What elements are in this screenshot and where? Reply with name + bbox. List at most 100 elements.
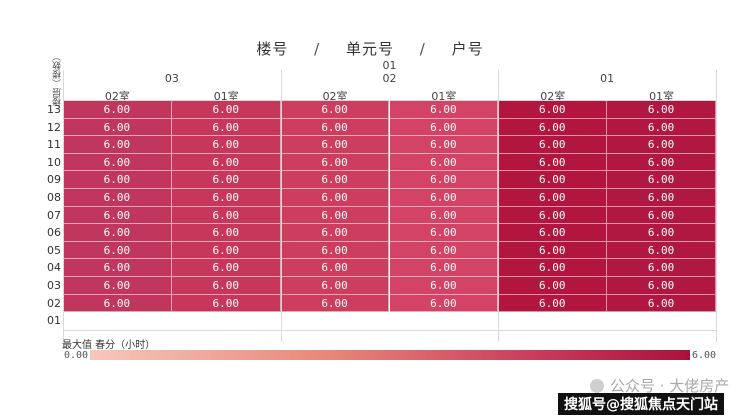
heatmap-cell: 6.00 — [389, 136, 499, 154]
floor-label: 13 — [47, 103, 61, 116]
heatmap-cell: 6.00 — [607, 206, 716, 225]
heatmap-cell: 6.00 — [171, 101, 281, 119]
heatmap-cell: 6.00 — [280, 206, 390, 225]
heatmap-cell: 6.00 — [63, 294, 172, 313]
heatmap-cell: 6.00 — [389, 101, 499, 119]
floor-label: 04 — [47, 261, 61, 275]
heatmap-cell: 6.00 — [280, 224, 390, 242]
heatmap-cell: 6.00 — [389, 118, 499, 137]
floor-label: 10 — [47, 155, 61, 169]
heatmap-cell: 6.00 — [171, 206, 281, 225]
wechat-icon — [590, 379, 604, 393]
floor-label: 08 — [47, 191, 61, 204]
floor-label: 01 — [47, 314, 61, 328]
heatmap-cell: 6.00 — [607, 118, 716, 137]
heatmap-cell: 6.00 — [607, 224, 716, 242]
room-header: 02室 — [104, 90, 130, 103]
title-separator: / — [419, 40, 426, 58]
floor-label: 11 — [47, 138, 61, 152]
floor-label: 09 — [47, 173, 61, 187]
heatmap-cell: 6.00 — [280, 171, 390, 189]
floor-label: 12 — [47, 120, 61, 134]
room-header: 01室 — [213, 90, 239, 103]
legend-title: 最大值 春分（小时） — [62, 340, 156, 351]
color-legend-bar — [90, 350, 690, 360]
heatmap-cell: 6.00 — [389, 259, 499, 277]
room-header: 01室 — [431, 90, 457, 103]
heatmap-cell: 6.00 — [389, 277, 499, 295]
unit-divider — [280, 70, 282, 342]
title-building: 楼号 — [256, 40, 289, 58]
unit-header: 02 — [382, 72, 397, 85]
heatmap-cell: 6.00 — [280, 118, 390, 137]
unit-header: 01 — [600, 72, 615, 85]
unit-divider — [716, 70, 717, 342]
unit-divider — [498, 70, 500, 342]
heatmap-cell: 6.00 — [498, 118, 608, 137]
chart-title: 楼号 / 单元号 / 户号 — [0, 38, 740, 59]
heatmap-cell: 6.00 — [171, 224, 281, 242]
heatmap-cell: 6.00 — [607, 171, 716, 189]
heatmap-cell: 6.00 — [171, 153, 281, 172]
heatmap-cell: 6.00 — [63, 189, 172, 207]
heatmap-cell: 6.00 — [498, 153, 608, 172]
legend-max-value: 6.00 — [692, 350, 717, 361]
heatmap-cell: 6.00 — [607, 136, 716, 154]
header-divider — [63, 100, 716, 101]
heatmap-cell: 6.00 — [63, 136, 172, 154]
floor-label: 05 — [47, 243, 61, 257]
heatmap-cell: 6.00 — [498, 171, 608, 189]
heatmap-cell: 6.00 — [607, 241, 716, 260]
floor-label: 07 — [47, 208, 61, 222]
heatmap-cell: 6.00 — [63, 101, 172, 119]
heatmap-cell: 6.00 — [63, 241, 172, 260]
building-header: 01 — [382, 59, 397, 72]
heatmap-cell: 6.00 — [171, 118, 281, 137]
unit-header: 03 — [164, 72, 179, 85]
heatmap-cell: 6.00 — [171, 241, 281, 260]
heatmap-cell: 6.00 — [498, 101, 608, 119]
title-unit: 单元号 — [345, 40, 394, 58]
heatmap-cell: 6.00 — [63, 153, 172, 172]
heatmap-cell: 6.00 — [389, 224, 499, 242]
row-divider — [63, 329, 716, 331]
heatmap-cell: 6.00 — [63, 277, 172, 295]
heatmap-cell: 6.00 — [171, 171, 281, 189]
heatmap-cell: 6.00 — [280, 101, 390, 119]
heatmap-cell: 6.00 — [607, 294, 716, 313]
floor-label: 06 — [47, 226, 61, 240]
title-separator: / — [314, 40, 321, 58]
heatmap-cell: 6.00 — [63, 206, 172, 225]
heatmap-cell: 6.00 — [280, 259, 390, 277]
unit-divider — [63, 70, 64, 342]
heatmap-cell: 6.00 — [498, 259, 608, 277]
room-header: 02室 — [322, 90, 348, 103]
heatmap-cell: 6.00 — [280, 241, 390, 260]
heatmap-cell: 6.00 — [63, 224, 172, 242]
heatmap-cell: 6.00 — [498, 294, 608, 313]
heatmap-cell: 6.00 — [498, 224, 608, 242]
floor-label: 02 — [47, 296, 61, 310]
heatmap-cell: 6.00 — [498, 241, 608, 260]
heatmap-cell: 6.00 — [607, 189, 716, 207]
heatmap-cell: 6.00 — [389, 171, 499, 189]
heatmap-cell: 6.00 — [280, 294, 390, 313]
heatmap-cell: 6.00 — [171, 294, 281, 313]
heatmap-cell: 6.00 — [607, 101, 716, 119]
title-room: 户号 — [451, 40, 484, 58]
heatmap-cell: 6.00 — [63, 259, 172, 277]
heatmap-cell: 6.00 — [389, 189, 499, 207]
heatmap-cell: 6.00 — [498, 136, 608, 154]
heatmap-cell: 6.00 — [389, 241, 499, 260]
heatmap-cell: 6.00 — [280, 189, 390, 207]
heatmap-cell: 6.00 — [63, 171, 172, 189]
heatmap-cell: 6.00 — [389, 153, 499, 172]
heatmap-cell: 6.00 — [498, 206, 608, 225]
legend-min-value: 0.00 — [64, 350, 89, 361]
heatmap-cell: 6.00 — [171, 189, 281, 207]
heatmap-cell: 6.00 — [171, 277, 281, 295]
room-header: 02室 — [540, 90, 566, 103]
heatmap-cell: 6.00 — [389, 294, 499, 313]
heatmap-cell: 6.00 — [280, 136, 390, 154]
heatmap-cell: 6.00 — [607, 259, 716, 277]
